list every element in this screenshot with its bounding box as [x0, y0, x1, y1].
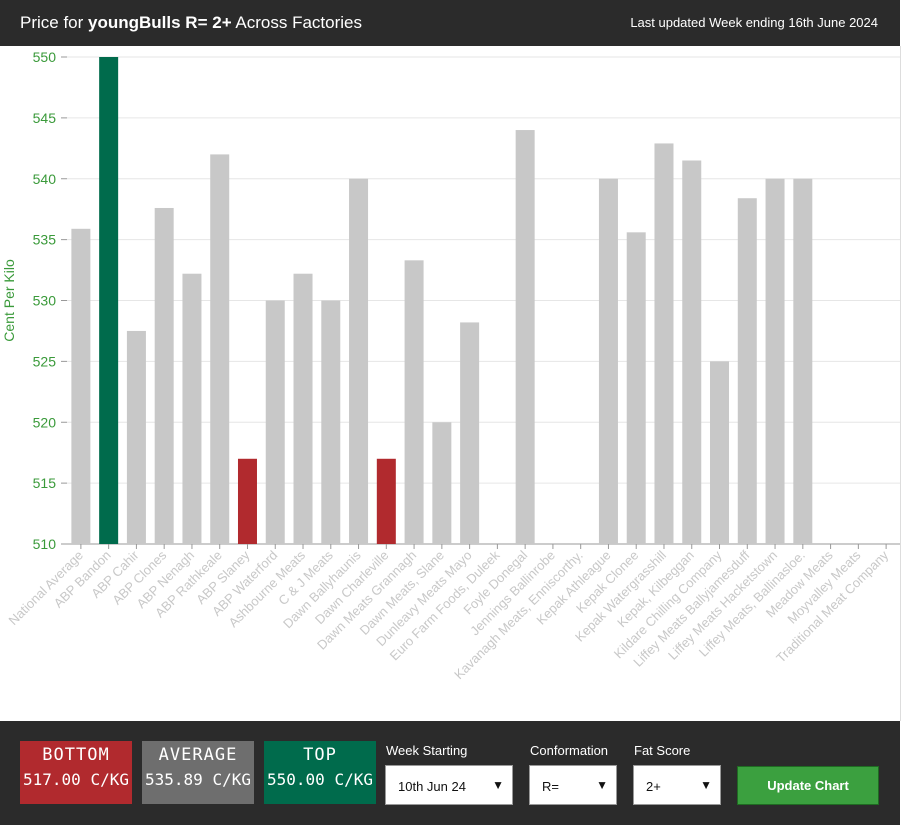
fat-score-label: Fat Score	[634, 743, 691, 758]
y-tick-label: 525	[33, 353, 57, 369]
y-tick-label: 545	[33, 110, 57, 126]
average-price-box: AVERAGE 535.89 C/KG	[142, 741, 254, 804]
bar	[682, 160, 702, 545]
bar	[737, 198, 757, 545]
last-updated-text: Last updated Week ending 16th June 2024	[630, 15, 878, 30]
title-prefix: Price for	[20, 13, 89, 32]
bar	[293, 273, 313, 544]
title-product: youngBulls R= 2+	[88, 13, 232, 32]
bar	[210, 154, 230, 544]
y-tick-label: 520	[33, 414, 57, 430]
chevron-down-icon: ▼	[492, 778, 504, 792]
y-tick-label: 540	[33, 171, 57, 187]
bar	[432, 422, 452, 544]
fat-score-select[interactable]: 2+ ▼	[633, 765, 721, 805]
week-starting-value: 10th Jun 24	[398, 779, 466, 794]
bottom-price-box: BOTTOM 517.00 C/KG	[20, 741, 132, 804]
chevron-down-icon: ▼	[596, 778, 608, 792]
top-price-box: TOP 550.00 C/KG	[264, 741, 376, 804]
bar	[321, 300, 341, 544]
bar	[99, 57, 119, 544]
conformation-select[interactable]: R= ▼	[529, 765, 617, 805]
y-tick-label: 530	[33, 293, 57, 309]
y-axis-title: Cent Per Kilo	[1, 259, 17, 342]
bar	[237, 458, 257, 544]
top-price-label: TOP	[303, 745, 337, 765]
bar	[182, 273, 202, 544]
average-price-label: AVERAGE	[158, 745, 238, 765]
bar	[404, 260, 424, 544]
conformation-label: Conformation	[530, 743, 609, 758]
bar	[710, 361, 730, 544]
bar	[376, 458, 396, 544]
chevron-down-icon: ▼	[700, 778, 712, 792]
y-tick-label: 515	[33, 475, 57, 491]
bar	[349, 178, 369, 544]
chart-area: 510 515 520 525 530 535 540 545 550 Cent Per Kilo…	[0, 46, 901, 721]
header-bar: Price for youngBulls R= 2+ Across Factor…	[0, 0, 900, 46]
y-tick-label: 550	[33, 49, 57, 65]
week-starting-select[interactable]: 10th Jun 24 ▼	[385, 765, 513, 805]
footer-controls: BOTTOM 517.00 C/KG AVERAGE 535.89 C/KG T…	[0, 721, 900, 825]
bar	[626, 232, 646, 544]
bar	[598, 178, 618, 544]
top-price-value: 550.00 C/KG	[267, 770, 373, 789]
page-title: Price for youngBulls R= 2+ Across Factor…	[20, 13, 362, 33]
y-tick-label: 510	[33, 536, 57, 552]
bar	[460, 322, 480, 544]
average-price-value: 535.89 C/KG	[145, 770, 251, 789]
bar	[793, 178, 813, 544]
y-tick-label: 535	[33, 232, 57, 248]
title-suffix: Across Factories	[231, 13, 362, 32]
week-starting-label: Week Starting	[386, 743, 468, 758]
bar	[154, 207, 174, 544]
bar	[654, 143, 674, 544]
bar	[515, 130, 535, 545]
bottom-price-label: BOTTOM	[42, 745, 110, 765]
bar	[126, 330, 146, 544]
fat-score-value: 2+	[646, 779, 661, 794]
update-chart-button[interactable]: Update Chart	[737, 766, 879, 805]
conformation-value: R=	[542, 779, 559, 794]
bar	[71, 228, 91, 544]
bar	[265, 300, 285, 544]
price-bar-chart: 510 515 520 525 530 535 540 545 550 Cent Per Kilo…	[1, 49, 900, 682]
bar	[765, 178, 785, 544]
bottom-price-value: 517.00 C/KG	[23, 770, 129, 789]
